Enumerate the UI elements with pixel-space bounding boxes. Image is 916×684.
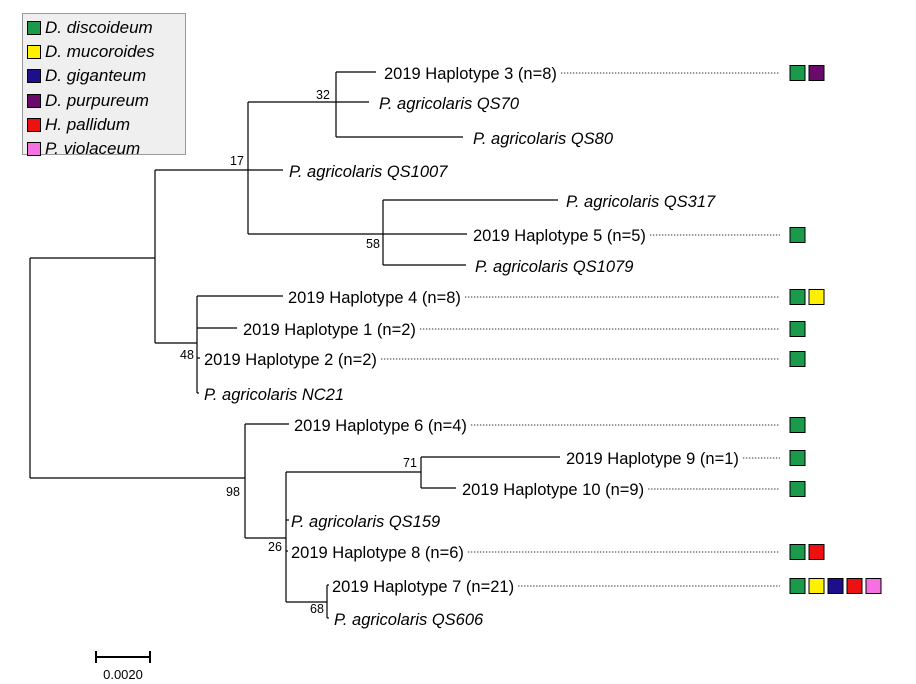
legend-swatch-d-giganteum	[27, 69, 41, 84]
host-swatch	[789, 544, 806, 560]
host-swatches	[789, 65, 882, 594]
legend-item: D. discoideum	[27, 16, 185, 40]
scale-bar-label: 0.0020	[103, 667, 143, 682]
legend-label: D. purpureum	[45, 90, 149, 110]
legend-swatch-d-mucoroides	[27, 45, 41, 60]
tip-label: 2019 Haplotype 6 (n=4)	[294, 417, 467, 435]
host-swatch	[808, 65, 825, 81]
tip-label: P. agricolaris QS1079	[475, 258, 633, 276]
legend-item: D. mucoroides	[27, 40, 185, 64]
bootstrap-value: 98	[226, 485, 240, 499]
tip-labels: 2019 Haplotype 3 (n=8) P. agricolaris QS7…	[204, 65, 739, 629]
tip-label: 2019 Haplotype 3 (n=8)	[384, 65, 557, 83]
host-swatch	[789, 321, 806, 337]
tip-label: 2019 Haplotype 7 (n=21)	[332, 578, 514, 596]
bootstrap-value: 71	[403, 456, 417, 470]
legend-swatch-h-pallidum	[27, 117, 41, 132]
tip-label: P. agricolaris NC21	[204, 386, 344, 404]
tip-label: 2019 Haplotype 8 (n=6)	[291, 544, 464, 562]
legend-swatch-p-violaceum	[27, 142, 41, 157]
bootstrap-value: 58	[366, 237, 380, 251]
bootstrap-values: 17 32 58 48 98 71 26 68	[180, 88, 417, 616]
tip-label: 2019 Haplotype 2 (n=2)	[204, 351, 377, 369]
host-swatch	[789, 417, 806, 433]
tip-label: P. agricolaris QS70	[379, 95, 520, 113]
legend-swatch-d-purpureum	[27, 93, 41, 108]
host-swatch	[789, 481, 806, 497]
bootstrap-value: 17	[230, 154, 244, 168]
tip-label: P. agricolaris QS159	[291, 513, 440, 531]
host-swatch	[789, 289, 806, 305]
bootstrap-value: 68	[310, 602, 324, 616]
bootstrap-value: 32	[316, 88, 330, 102]
host-swatch	[846, 578, 863, 594]
tip-label: 2019 Haplotype 5 (n=5)	[473, 227, 646, 245]
host-swatch	[789, 578, 806, 594]
tip-label: P. agricolaris QS80	[473, 130, 614, 148]
tip-label: 2019 Haplotype 4 (n=8)	[288, 289, 461, 307]
host-swatch	[827, 578, 844, 594]
legend-item: D. purpureum	[27, 89, 185, 113]
legend-swatch-d-discoideum	[27, 21, 41, 36]
legend-box: D. discoideum D. mucoroides D. giganteum…	[22, 13, 186, 158]
tree-branches	[29, 71, 560, 619]
legend-item: P. violaceum	[27, 137, 185, 161]
host-swatch	[808, 544, 825, 560]
legend-label: P. violaceum	[45, 139, 141, 159]
tip-label: 2019 Haplotype 1 (n=2)	[243, 321, 416, 339]
host-swatch	[789, 351, 806, 367]
legend-item: H. pallidum	[27, 113, 185, 137]
legend-label: D. mucoroides	[45, 42, 155, 62]
host-swatch	[789, 450, 806, 466]
legend-label: D. discoideum	[45, 18, 153, 38]
tip-label: 2019 Haplotype 9 (n=1)	[566, 450, 739, 468]
legend-label: D. giganteum	[45, 66, 147, 86]
host-swatch	[789, 65, 806, 81]
host-swatch	[808, 289, 825, 305]
bootstrap-value: 26	[268, 540, 282, 554]
dotted-connectors	[380, 72, 780, 587]
host-swatch	[789, 227, 806, 243]
tip-label: P. agricolaris QS606	[334, 611, 484, 629]
tip-label: 2019 Haplotype 10 (n=9)	[462, 481, 644, 499]
host-swatch	[865, 578, 882, 594]
legend-label: H. pallidum	[45, 114, 131, 134]
host-swatch	[808, 578, 825, 594]
scale-bar: 0.0020	[95, 651, 151, 682]
tip-label: P. agricolaris QS1007	[289, 163, 448, 181]
legend-item: D. giganteum	[27, 64, 185, 88]
bootstrap-value: 48	[180, 348, 194, 362]
tip-label: P. agricolaris QS317	[566, 193, 716, 211]
